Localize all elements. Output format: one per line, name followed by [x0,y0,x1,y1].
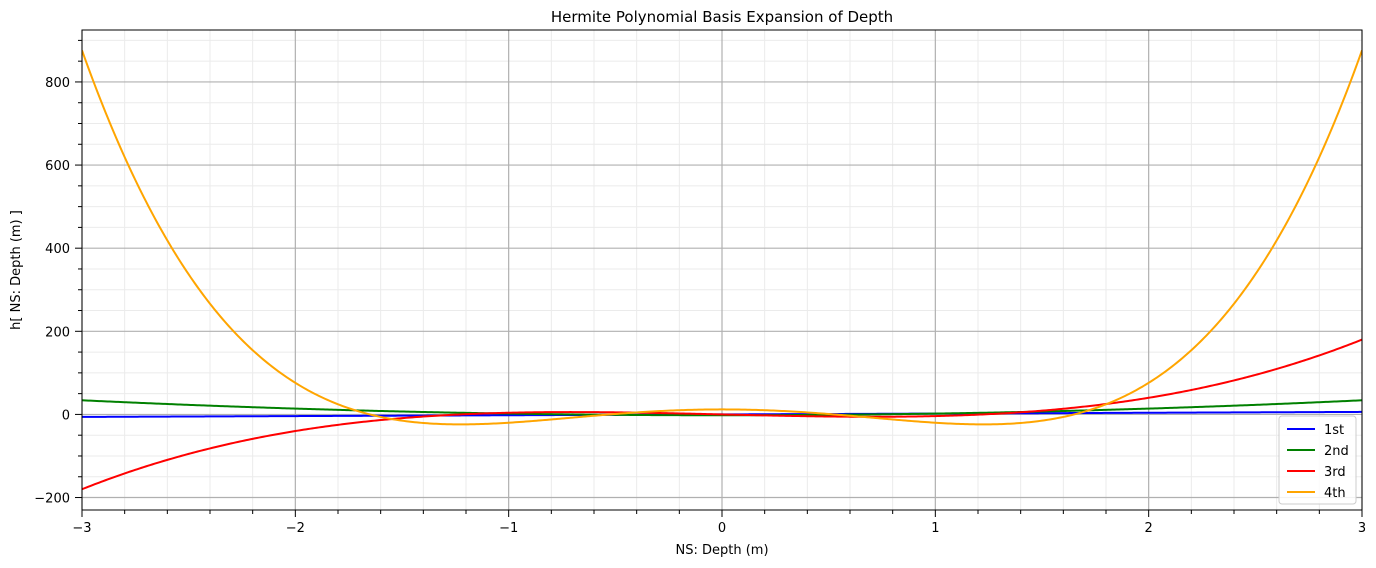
legend-label: 3rd [1324,465,1346,480]
x-axis: −3 −2 −1 0 1 2 3 [72,510,1366,536]
legend-label: 4th [1324,486,1346,501]
x-tick-label: −1 [499,521,518,536]
x-tick-label: 3 [1358,521,1366,536]
series-lines [82,50,1362,491]
x-tick-label: 2 [1145,521,1153,536]
legend-label: 1st [1324,423,1344,438]
x-tick-label: 1 [931,521,939,536]
series-line-3rd [82,338,1362,491]
y-tick-label: 200 [45,325,70,340]
x-tick-label: 0 [718,521,726,536]
x-tick-label: −3 [72,521,91,536]
y-axis-label: h[ NS: Depth (m) ] [9,210,24,330]
legend-label: 2nd [1324,444,1349,459]
y-tick-label: 0 [62,408,70,423]
legend: 1st 2nd 3rd 4th [1278,415,1357,505]
y-tick-label: −200 [34,492,70,507]
x-tick-label: −2 [286,521,305,536]
series-line-4th [82,50,1362,426]
chart-title: Hermite Polynomial Basis Expansion of De… [551,8,893,26]
y-axis: −200 0 200 400 600 800 [34,39,82,507]
legend-box [1278,415,1357,505]
y-tick-label: 800 [45,76,70,91]
y-tick-label: 600 [45,159,70,174]
y-tick-label: 400 [45,242,70,257]
x-axis-label: NS: Depth (m) [675,543,768,558]
